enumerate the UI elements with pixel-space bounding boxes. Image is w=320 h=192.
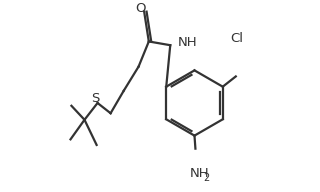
Text: 2: 2 [203,174,209,184]
Text: NH: NH [178,36,197,49]
Text: S: S [92,92,100,105]
Text: O: O [135,2,146,15]
Text: Cl: Cl [230,32,243,45]
Text: NH: NH [189,167,209,180]
